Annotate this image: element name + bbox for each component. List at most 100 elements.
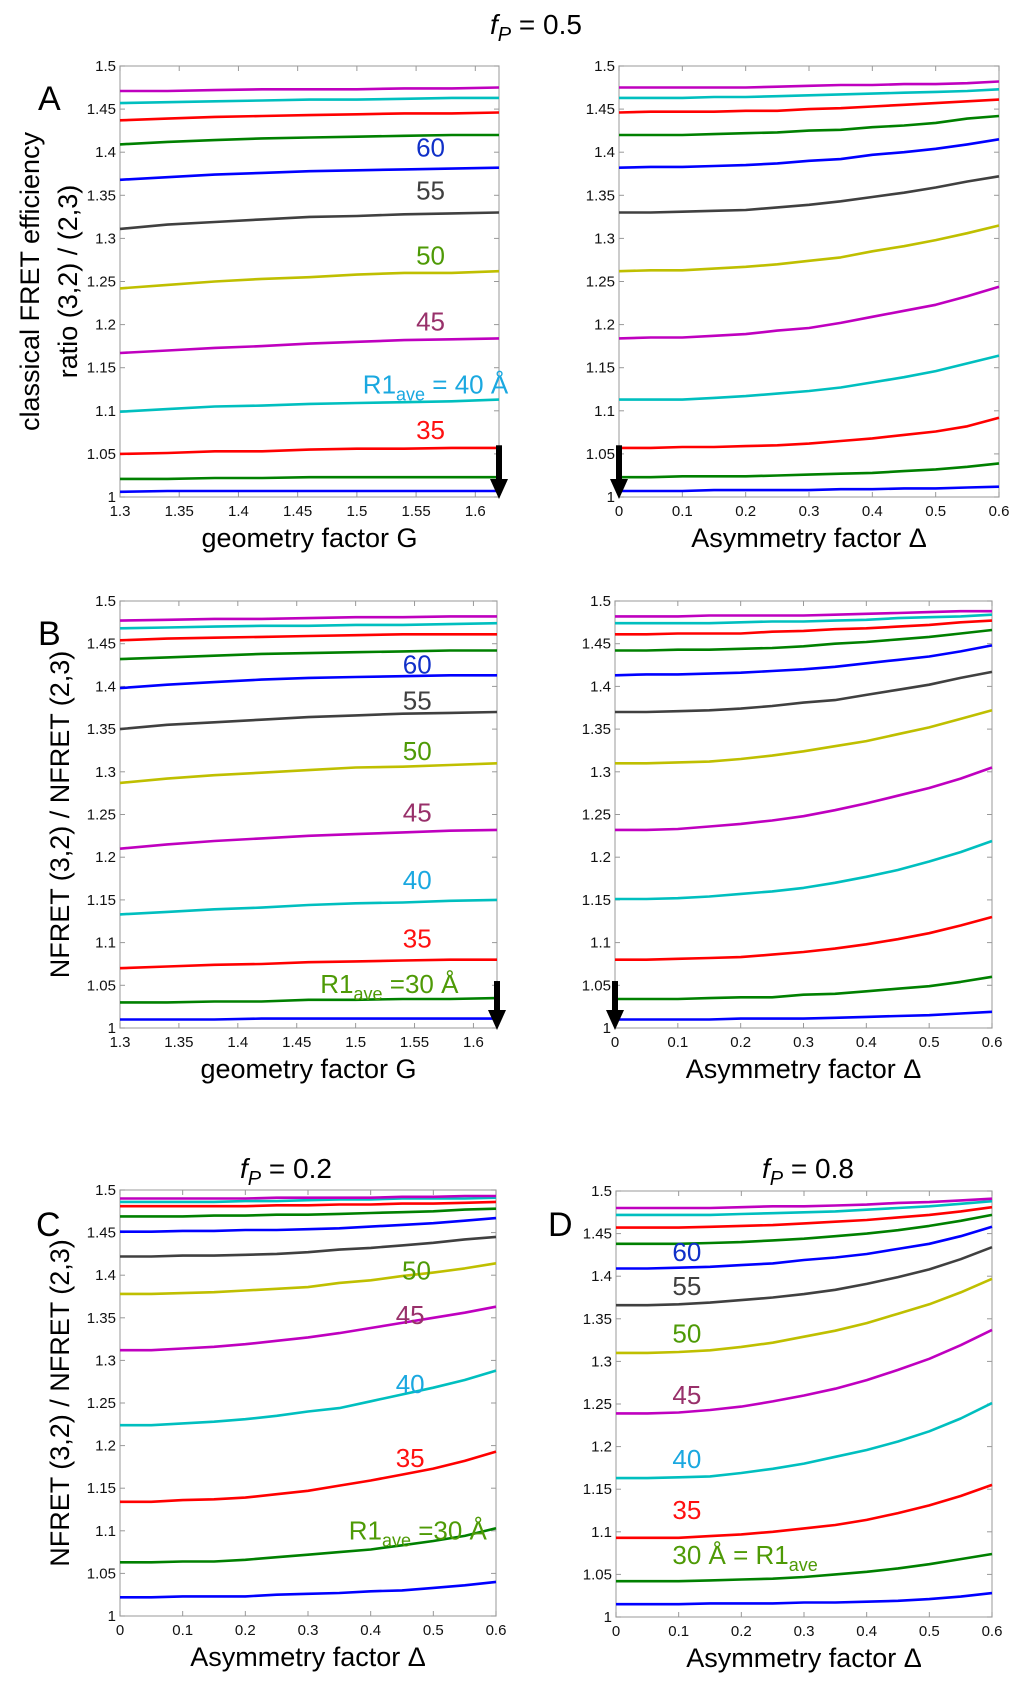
- series-line-r1-50: [618, 224, 1000, 273]
- series-line-r1-30: [120, 996, 498, 1004]
- y-tick-label: 1.35: [582, 721, 611, 738]
- series-line-cyan-high: [119, 621, 498, 630]
- y-tick-label: 1.3: [594, 230, 615, 247]
- x-tick-label: 0: [615, 503, 623, 520]
- panel-a-left: 1 1.05 1.1 1.15 1.2 1.25 1.3 1.35 1.4 1.45 1.5 1.3 1…: [15, 58, 509, 553]
- y-tick-label: 1: [108, 1020, 116, 1037]
- x-tick-label: 0.6: [982, 1623, 1003, 1640]
- x-axis-title: Asymmetry factor Δ: [691, 523, 927, 553]
- y-tick-label: 1.1: [95, 1523, 116, 1540]
- y-tick-label: 1: [604, 1609, 612, 1626]
- series-line-r1-50: [119, 269, 500, 290]
- x-axis-title: geometry factor G: [201, 523, 417, 553]
- x-tick-label: 0.4: [862, 503, 883, 520]
- y-tick-label: 1.4: [594, 144, 615, 161]
- y-axis-title: NFRET (3,2) / NFRET (2,3): [45, 651, 75, 979]
- series-line-green-high: [120, 1207, 497, 1218]
- x-tick-label: 0.4: [856, 1623, 877, 1640]
- y-tick-label: 1.45: [582, 636, 611, 653]
- y-tick-label: 1.05: [586, 446, 615, 463]
- x-tick-label: 1.55: [401, 503, 430, 520]
- curve-label: 35: [672, 1495, 701, 1525]
- series-line-green-high: [119, 649, 497, 661]
- y-tick-label: 1.4: [95, 144, 116, 161]
- series-line-red-high: [119, 632, 497, 642]
- y-tick-label: 1.25: [87, 1395, 116, 1412]
- y-tick-label: 1.15: [586, 360, 615, 377]
- y-tick-label: 1.2: [591, 1439, 612, 1456]
- curve-label: 50: [416, 240, 445, 270]
- series-line-r1-60: [120, 1216, 497, 1233]
- x-tick-label: 0.3: [799, 503, 820, 520]
- y-tick-label: 1.25: [583, 1396, 612, 1413]
- y-tick-label: 1.35: [87, 721, 116, 738]
- y-tick-label: 1.25: [87, 274, 116, 291]
- y-tick-label: 1.4: [95, 678, 116, 695]
- y-tick-label: 1.5: [95, 1182, 116, 1199]
- x-tick-label: 0.6: [982, 1034, 1003, 1051]
- panel-d: 1 1.05 1.1 1.15 1.2 1.25 1.3 1.35 1.4 1.45 1.5 0 0.1…: [548, 1153, 1002, 1673]
- series-line-r1-45: [119, 828, 498, 850]
- series-line-green-high: [615, 628, 993, 652]
- y-tick-label: 1.1: [590, 935, 611, 952]
- curve-label: 45: [403, 797, 432, 827]
- curve-label: 50: [403, 736, 432, 766]
- series-line-magenta-high: [615, 609, 992, 618]
- series-line-r1-30: [615, 975, 993, 1001]
- series-line-red-high: [120, 1200, 497, 1208]
- series-line-r1-45: [119, 337, 500, 355]
- series-line-r1-50: [119, 762, 498, 785]
- series-line-r1-55: [119, 211, 500, 231]
- curve-label: 60: [672, 1237, 701, 1267]
- arrow-down-icon: [610, 479, 628, 499]
- series-line-green-high: [619, 114, 1000, 137]
- curve-label: R1ave =30 Å: [349, 1515, 488, 1550]
- series-line-magenta-high: [616, 1197, 993, 1210]
- series-line-r1-50: [615, 709, 993, 765]
- series-line-r1-55: [619, 175, 1000, 214]
- series-line-blue-low: [120, 1017, 497, 1021]
- curve-label: 45: [672, 1380, 701, 1410]
- series-line-r1-50: [120, 1262, 497, 1296]
- x-axis-title: geometry factor G: [200, 1054, 416, 1084]
- panel-c: 1 1.05 1.1 1.15 1.2 1.25 1.3 1.35 1.4 1.45 1.5 0 0.1…: [36, 1153, 506, 1672]
- y-tick-label: 1.5: [594, 58, 615, 75]
- y-tick-label: 1.25: [87, 807, 116, 824]
- y-tick-label: 1.45: [586, 101, 615, 118]
- x-tick-label: 1.5: [346, 503, 367, 520]
- x-tick-label: 1.4: [227, 1034, 248, 1051]
- series-line-red-high: [616, 1205, 993, 1229]
- series-line-blue-low: [120, 1580, 497, 1599]
- x-axis-title: Asymmetry factor Δ: [190, 1642, 426, 1672]
- series-line-cyan-high: [615, 613, 993, 625]
- series-line-red-high: [615, 619, 993, 636]
- y-tick-label: 1.45: [87, 1225, 116, 1242]
- x-tick-label: 1.35: [165, 503, 194, 520]
- series-line-magenta-high: [120, 1194, 496, 1200]
- y-tick-label: 1.3: [95, 230, 116, 247]
- series-line-r1-55: [119, 710, 498, 731]
- x-tick-label: 1.6: [463, 1034, 484, 1051]
- plot-frame: [614, 600, 993, 1029]
- y-tick-label: 1.35: [586, 187, 615, 204]
- y-tick-label: 1.4: [590, 678, 611, 695]
- series-line-r1-45: [618, 285, 1000, 340]
- panel-title: fP = 0.2: [240, 1153, 332, 1190]
- y-tick-label: 1: [603, 1020, 611, 1037]
- curve-label: 30 Å = R1ave: [672, 1540, 817, 1575]
- curve-label: R1ave =30 Å: [320, 969, 459, 1004]
- series-line-blue-low: [119, 489, 499, 494]
- curve-label: 45: [416, 307, 445, 337]
- curve-label: 35: [396, 1443, 425, 1473]
- y-tick-label: 1.45: [583, 1226, 612, 1243]
- series-line-r1-40: [619, 354, 1000, 401]
- x-tick-label: 0.6: [989, 503, 1010, 520]
- series-line-r1-60: [614, 644, 993, 677]
- series-line-r1-40: [119, 898, 498, 916]
- series-line-magenta-high: [619, 80, 1000, 89]
- series-line-blue-low: [615, 1010, 993, 1021]
- x-tick-label: 1.55: [400, 1034, 429, 1051]
- series-line-r1-35: [119, 446, 499, 456]
- series-line-r1-30: [616, 1552, 993, 1583]
- series-line-r1-55: [615, 670, 993, 714]
